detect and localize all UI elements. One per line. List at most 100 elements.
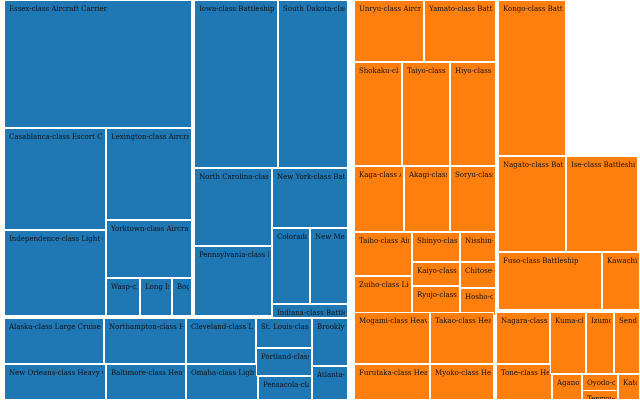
treemap-tile-shinyo-class-escort-carrier: Shinyo-class Escort Carrier xyxy=(412,232,460,262)
treemap-tile-akagi-class-aircraft-carrier: Akagi-class Aircraft Carrier xyxy=(404,166,450,232)
treemap-tile-label: Furutaka-class Heavy Cruiser xyxy=(359,369,427,377)
treemap-tile-bogue: Bogue xyxy=(172,278,192,316)
treemap-tile-ryujo-class-aircraft-carrier: Ryujo-class Aircraft Carrier xyxy=(412,286,460,316)
treemap-tile-label: Kaga-class Aircraft Carrier xyxy=(359,171,401,179)
treemap-tile-colorado-class-battleship: Colorado-class Battleship xyxy=(272,228,310,304)
treemap-tile-sendai-class-light-cruiser: Sendai-class Light Cruiser xyxy=(614,312,640,374)
treemap-tile-independence-class-light-carrier: Independence-class Light Carrier xyxy=(4,230,106,316)
treemap-tile-label: Baltimore-class Heavy Cruiser xyxy=(111,369,183,377)
treemap-tile-label: Taiyo-class Escort Carrier xyxy=(407,67,447,75)
treemap-tile-label: Atlanta-class Light Cruiser xyxy=(317,371,345,379)
treemap-tile-nagato-class-battleship: Nagato-class Battleship xyxy=(498,156,566,252)
treemap-tile-label: Izumo-class xyxy=(591,317,611,325)
treemap-tile-label: New York-class Battleship xyxy=(277,173,345,181)
treemap-tile-unryu-class-aircraft-carrier: Unryu-class Aircraft Carrier xyxy=(354,0,424,62)
treemap-tile-label: Pennsylvania-class Battleship xyxy=(199,251,269,259)
treemap-tile-label: Sendai-class Light Cruiser xyxy=(619,317,637,325)
treemap-tile-zuiho-class-light-carrier: Zuiho-class Light Carrier xyxy=(354,276,412,316)
treemap-tile-label: Chitose-class xyxy=(465,267,493,275)
treemap-tile-pennsylvania-class-battleship: Pennsylvania-class Battleship xyxy=(194,246,272,316)
treemap-tile-label: Long Island xyxy=(145,283,169,291)
treemap-tile-label: Unryu-class Aircraft Carrier xyxy=(359,5,421,13)
treemap-tile-furutaka-class-heavy-cruiser: Furutaka-class Heavy Cruiser xyxy=(354,364,430,400)
treemap-tile-south-dakota-class-battleship: South Dakota-class Battleship xyxy=(278,0,348,168)
treemap-tile-label: Northampton-class Heavy Cruiser xyxy=(109,323,183,331)
treemap-tile-yorktown-class-aircraft-carrier: Yorktown-class Aircraft Carrier xyxy=(106,220,192,278)
treemap-tile-label: Brooklyn-class Light Cruiser xyxy=(317,323,345,331)
treemap-tile-chitose-class: Chitose-class xyxy=(460,262,496,288)
treemap-tile-mogami-class-heavy-cruiser: Mogami-class Heavy Cruiser xyxy=(354,312,430,364)
treemap-tile-nagara-class-light-cruiser: Nagara-class Light Cruiser xyxy=(496,312,550,364)
treemap-tile-label: Iowa-class Battleship xyxy=(199,5,275,13)
treemap-tile-label: Kawachi-class Battleship xyxy=(607,257,637,265)
treemap-tile-taiyo-class-escort-carrier: Taiyo-class Escort Carrier xyxy=(402,62,450,166)
treemap-tile-iowa-class-battleship: Iowa-class Battleship xyxy=(194,0,278,168)
treemap-tile-label: Omaha-class Light Cruiser xyxy=(191,369,255,377)
treemap-tile-kaga-class-aircraft-carrier: Kaga-class Aircraft Carrier xyxy=(354,166,404,232)
treemap-tile-label: Yorktown-class Aircraft Carrier xyxy=(111,225,189,233)
treemap-tile-label: Myoko-class Heavy Cruiser xyxy=(435,369,491,377)
treemap-tile-label: Indiana-class Battleship xyxy=(277,309,345,317)
treemap-tile-label: Colorado-class Battleship xyxy=(277,233,307,241)
treemap-tile-baltimore-class-heavy-cruiser: Baltimore-class Heavy Cruiser xyxy=(106,364,186,400)
treemap-tile-yamato-class-battleship: Yamato-class Battleship xyxy=(424,0,496,62)
treemap-tile-label: Takao-class Heavy Cruiser xyxy=(435,317,491,325)
treemap-tile-casablanca-class-escort-carrier: Casablanca-class Escort Carrier xyxy=(4,128,106,230)
treemap-tile-label: Lexington-class Aircraft Carrier xyxy=(111,133,189,141)
treemap-tile-cleveland-class-light-cruiser: Cleveland-class Light Cruiser xyxy=(186,318,256,364)
treemap-tile-label: Taiho-class Aircraft Carrier xyxy=(359,237,409,245)
treemap-tile-label: Bogue xyxy=(177,283,189,291)
treemap-tile-long-island: Long Island xyxy=(140,278,172,316)
treemap-tile-label: New Orleans-class Heavy Cruiser xyxy=(9,369,103,377)
treemap-tile-portland-class-heavy-cruiser: Portland-class Heavy Cruiser xyxy=(256,348,312,376)
treemap-tile-taiho-class-aircraft-carrier: Taiho-class Aircraft Carrier xyxy=(354,232,412,276)
treemap-tile-katori-class: Katori-class xyxy=(618,374,640,400)
treemap-tile-hiyo-class-escort-carrier: Hiyo-class Escort Carrier xyxy=(450,62,496,166)
treemap-tile-label: Zuiho-class Light Carrier xyxy=(359,281,409,289)
treemap-tile-label: Oyodo-class Light Cruiser xyxy=(587,379,615,387)
treemap-tile-label: Wasp-class xyxy=(111,283,137,291)
treemap-tile-alaska-class-large-cruiser: Alaska-class Large Cruiser xyxy=(4,318,104,364)
treemap-tile-label: North Carolina-class Battleship xyxy=(199,173,269,181)
treemap-tile-kawachi-class-battleship: Kawachi-class Battleship xyxy=(602,252,640,310)
treemap-tile-wasp-class: Wasp-class xyxy=(106,278,140,316)
treemap-tile-kaiyo-class-escort-carrier: Kaiyo-class Escort Carrier xyxy=(412,262,460,286)
treemap-tile-new-orleans-class-heavy-cruiser: New Orleans-class Heavy Cruiser xyxy=(4,364,106,400)
treemap-tile-essex-class-aircraft-carrier: Essex-class Aircraft Carrier xyxy=(4,0,192,128)
treemap-tile-label: Portland-class Heavy Cruiser xyxy=(261,353,309,361)
treemap-tile-kongo-class-battleship: Kongo-class Battleship xyxy=(498,0,566,156)
treemap-tile-north-carolina-class-battleship: North Carolina-class Battleship xyxy=(194,168,272,246)
treemap-tile-st-louis-class-light-cruiser: St. Louis-class Light Cruiser xyxy=(256,318,312,348)
treemap-tile-tone-class-heavy-cruiser: Tone-class Heavy Cruiser xyxy=(496,364,552,400)
treemap-tile-label: Akagi-class Aircraft Carrier xyxy=(409,171,447,179)
treemap-tile-takao-class-heavy-cruiser: Takao-class Heavy Cruiser xyxy=(430,312,494,364)
treemap-tile-soryu-class-aircraft-carrier: Soryu-class Aircraft Carrier xyxy=(450,166,496,232)
treemap-tile-agano-class-light-cruiser: Agano-class Light Cruiser xyxy=(552,374,582,400)
treemap-tile-label: Pensacola-class Heavy Cruiser xyxy=(263,381,309,389)
treemap-tile-label: Katori-class xyxy=(623,379,637,387)
treemap-tile-new-mexico-class-battleship: New Mexico-class Battleship xyxy=(310,228,348,304)
treemap-tile-fuso-class-battleship: Fuso-class Battleship xyxy=(498,252,602,310)
treemap-tile-label: Ryujo-class Aircraft Carrier xyxy=(417,291,457,299)
treemap-tile-northampton-class-heavy-cruiser: Northampton-class Heavy Cruiser xyxy=(104,318,186,364)
treemap-tile-label: Kaiyo-class Escort Carrier xyxy=(417,267,457,275)
treemap-tile-label: Agano-class Light Cruiser xyxy=(557,379,579,387)
treemap-tile-label: Alaska-class Large Cruiser xyxy=(9,323,101,331)
treemap-tile-label: South Dakota-class Battleship xyxy=(283,5,345,13)
treemap-tile-tenryu-class-light-cruiser: Tenryu-class Light Cruiser xyxy=(582,390,618,400)
treemap-tile-label: Tenryu-class Light Cruiser xyxy=(587,395,615,400)
treemap-tile-label: Kuma-class Light Cruiser xyxy=(555,317,583,325)
treemap-tile-label: Fuso-class Battleship xyxy=(503,257,579,265)
treemap-tile-label: Soryu-class Aircraft Carrier xyxy=(455,171,493,179)
treemap-tile-brooklyn-class-light-cruiser: Brooklyn-class Light Cruiser xyxy=(312,318,348,366)
treemap-tile-label: Nagara-class Light Cruiser xyxy=(501,317,547,325)
treemap-tile-label: Cleveland-class Light Cruiser xyxy=(191,323,253,331)
treemap-tile-label: Yamato-class Battleship xyxy=(429,5,493,13)
treemap-tile-label: New Mexico-class Battleship xyxy=(315,233,345,241)
treemap-tile-kuma-class-light-cruiser: Kuma-class Light Cruiser xyxy=(550,312,586,374)
treemap-tile-label: St. Louis-class Light Cruiser xyxy=(261,323,309,331)
treemap-tile-label: Essex-class Aircraft Carrier xyxy=(9,5,108,13)
treemap-tile-nisshin-class: Nisshin-class xyxy=(460,232,496,262)
treemap-tile-new-york-class-battleship: New York-class Battleship xyxy=(272,168,348,228)
